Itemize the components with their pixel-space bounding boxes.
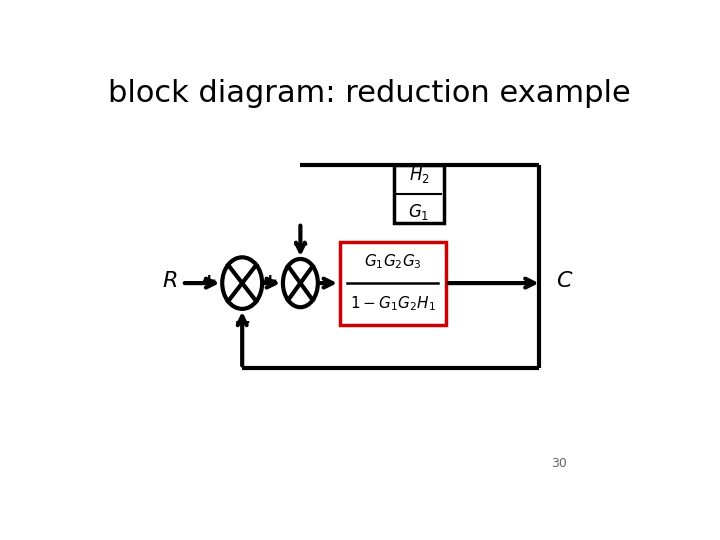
Text: −: − <box>233 313 251 333</box>
Text: $G_1G_2G_3$: $G_1G_2G_3$ <box>364 253 422 272</box>
Text: −: − <box>292 235 309 255</box>
Bar <box>394 165 444 223</box>
Text: $C$: $C$ <box>556 271 574 291</box>
Text: $1-G_1G_2H_1$: $1-G_1G_2H_1$ <box>350 295 436 313</box>
Text: $G_1$: $G_1$ <box>408 202 430 222</box>
Bar <box>340 241 446 325</box>
Text: +: + <box>201 272 217 291</box>
Text: block diagram: reduction example: block diagram: reduction example <box>107 79 631 109</box>
Text: $R$: $R$ <box>163 271 178 291</box>
Text: $H_2$: $H_2$ <box>408 165 429 185</box>
Text: 30: 30 <box>551 457 567 470</box>
Text: +: + <box>261 272 278 291</box>
